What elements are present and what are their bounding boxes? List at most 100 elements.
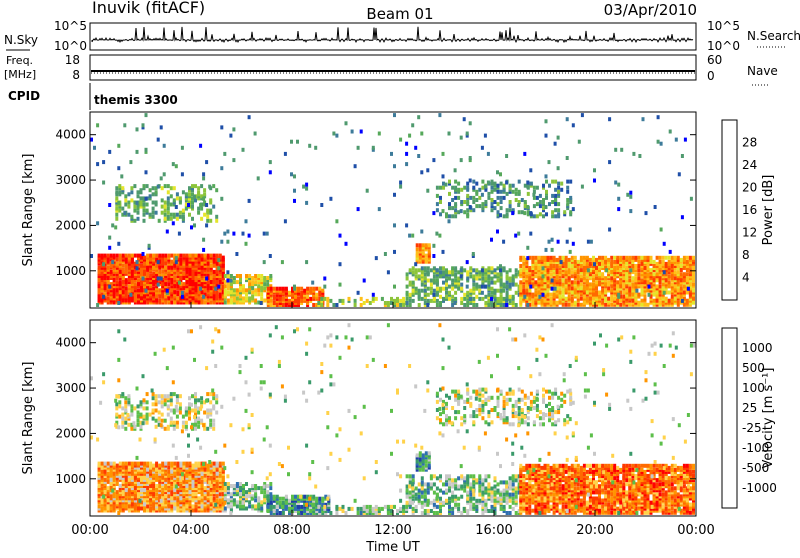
heatmap-cell — [578, 140, 581, 144]
heatmap-cell — [133, 205, 136, 209]
heatmap-cell — [683, 291, 686, 295]
heatmap-cell — [610, 260, 613, 264]
nsky-trace — [92, 27, 693, 42]
heatmap-cell — [366, 299, 369, 303]
heatmap-cell — [155, 492, 158, 496]
heatmap-cell — [239, 274, 242, 278]
heatmap-cell — [148, 244, 151, 248]
heatmap-cell — [215, 219, 218, 223]
heatmap-cell — [653, 264, 656, 268]
heatmap-cell — [421, 289, 424, 293]
heatmap-cell — [339, 283, 342, 287]
heatmap-cell — [560, 188, 563, 192]
heatmap-cell — [266, 276, 269, 280]
heatmap-cell — [270, 287, 273, 291]
heatmap-cell — [155, 474, 158, 478]
heatmap-cell — [152, 192, 155, 196]
heatmap-cell — [199, 287, 202, 291]
heatmap-cell — [204, 478, 207, 482]
colorbar-frame — [722, 120, 737, 300]
heatmap-cell — [544, 284, 547, 288]
heatmap-cell — [415, 274, 418, 278]
heatmap-cell — [128, 254, 131, 258]
heatmap-cell — [421, 266, 424, 270]
heatmap-cell — [500, 196, 503, 200]
heatmap-cell — [260, 296, 263, 300]
heatmap-cell — [463, 268, 466, 272]
power-colorbar-label: Power [dB] — [761, 175, 776, 246]
heatmap-cell — [158, 299, 161, 303]
heatmap-cell — [164, 213, 167, 217]
heatmap-cell — [170, 260, 173, 264]
heatmap-cell — [120, 174, 123, 178]
heatmap-cell — [622, 256, 625, 260]
heatmap-cell — [545, 190, 548, 194]
heatmap-cell — [212, 205, 215, 209]
heatmap-cell — [134, 490, 137, 494]
heatmap-cell — [457, 182, 460, 186]
heatmap-cell — [509, 208, 512, 212]
heatmap-cell — [125, 286, 128, 290]
heatmap-cell — [248, 500, 251, 504]
heatmap-cell — [494, 188, 497, 192]
heatmap-cell — [642, 117, 645, 121]
heatmap-cell — [637, 293, 640, 297]
heatmap-cell — [478, 297, 481, 301]
heatmap-cell — [568, 258, 571, 262]
heatmap-cell — [198, 496, 201, 500]
heatmap-cell — [436, 505, 439, 509]
heatmap-cell — [472, 196, 475, 200]
heatmap-cell — [172, 221, 175, 225]
heatmap-cell — [680, 272, 683, 276]
heatmap-cell — [133, 184, 136, 188]
heatmap-cell — [497, 289, 500, 293]
heatmap-cell — [568, 262, 571, 266]
heatmap-cell — [213, 258, 216, 262]
heatmap-cell — [439, 186, 442, 190]
heatmap-cell — [509, 277, 512, 281]
heatmap-cell — [409, 293, 412, 297]
heatmap-cell — [134, 502, 137, 506]
heatmap-cell — [587, 240, 590, 244]
heatmap-cell — [494, 200, 497, 204]
heatmap-cell — [293, 189, 296, 193]
heatmap-cell — [130, 190, 133, 194]
heatmap-cell — [530, 182, 533, 186]
heatmap-cell — [598, 256, 601, 260]
heatmap-cell — [242, 148, 245, 152]
heatmap-cell — [572, 207, 575, 211]
heatmap-cell — [149, 188, 152, 192]
heatmap-cell — [469, 289, 472, 293]
heatmap-cell — [663, 270, 666, 274]
heatmap-cell — [681, 299, 684, 303]
heatmap-cell — [542, 274, 545, 278]
heatmap-cell — [551, 238, 554, 242]
heatmap-cell — [173, 488, 176, 492]
heatmap-cell — [426, 168, 429, 172]
heatmap-cell — [497, 297, 500, 301]
heatmap-cell — [617, 293, 620, 297]
heatmap-cell — [690, 197, 693, 201]
nsearch-tick-bottom: 10^0 — [707, 39, 740, 53]
heatmap-cell — [445, 287, 448, 291]
heatmap-cell — [460, 200, 463, 204]
heatmap-cell — [566, 190, 569, 194]
heatmap-cell — [303, 289, 306, 293]
heatmap-cell — [668, 256, 671, 260]
heatmap-cell — [393, 250, 396, 254]
heatmap-cell — [553, 264, 556, 268]
heatmap-cell — [251, 280, 254, 284]
heatmap-cell — [631, 256, 634, 260]
heatmap-cell — [409, 299, 412, 303]
heatmap-cell — [519, 268, 522, 272]
colorbar-tick-label: 28 — [742, 136, 757, 150]
heatmap-cell — [269, 254, 272, 258]
heatmap-cell — [562, 278, 565, 282]
heatmap-cell — [494, 281, 497, 285]
heatmap-cell — [140, 201, 143, 205]
heatmap-cell — [170, 490, 173, 494]
heatmap-cell — [152, 464, 155, 468]
heatmap-cell — [348, 297, 351, 301]
heatmap-cell — [260, 500, 263, 504]
heatmap-cell — [134, 462, 137, 466]
